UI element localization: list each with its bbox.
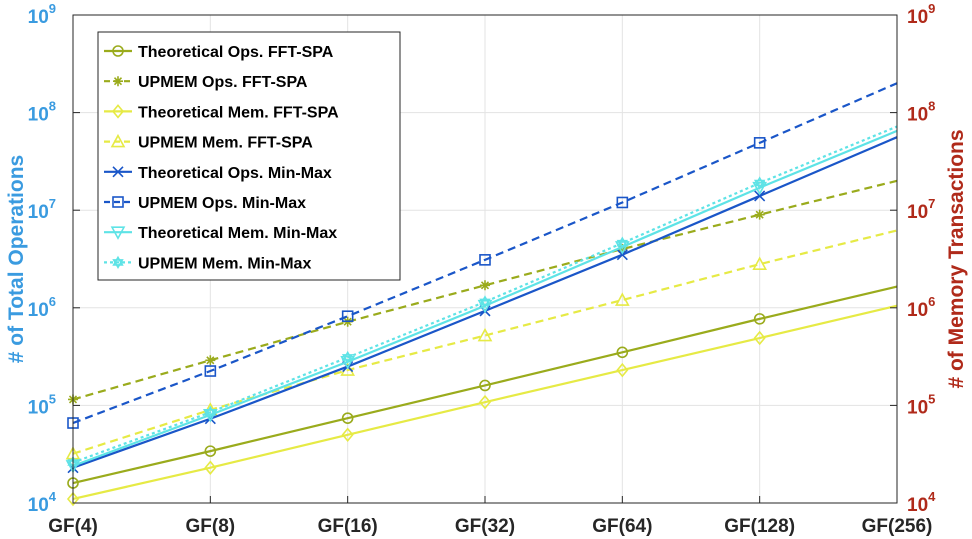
x-tick-label: GF(32) — [455, 516, 515, 537]
data-point-marker — [753, 179, 766, 190]
data-point-marker — [113, 76, 123, 87]
data-point-marker — [341, 412, 354, 424]
y-left-tick-label: 106 — [28, 294, 56, 321]
data-point-marker — [479, 254, 491, 266]
y-left-tick-label: 104 — [28, 489, 57, 516]
data-point-marker — [614, 292, 630, 306]
series-line — [72, 285, 898, 485]
series-theoretical-mem-fft-spa — [66, 304, 898, 507]
data-point-marker — [614, 241, 630, 255]
legend-label: Theoretical Ops. FFT-SPA — [138, 44, 334, 61]
data-point-marker — [204, 365, 217, 377]
y-right-tick-label: 108 — [907, 99, 935, 126]
data-point-marker — [111, 104, 125, 119]
data-point-marker — [112, 255, 124, 266]
axis-ticks: GF(4) GF(8) GF(16) GF(32) GF(64) GF(128) GF(25… — [28, 1, 937, 537]
legend-label: Theoretical Mem. FFT-SPA — [138, 104, 339, 121]
data-point-marker — [341, 350, 354, 361]
data-point-marker — [112, 166, 124, 178]
data-point-marker — [479, 298, 491, 309]
y-left-tick-label: 107 — [28, 196, 56, 223]
series-line — [72, 82, 898, 425]
series-upmem-mem-min-max — [67, 125, 898, 470]
legend-item[interactable]: Theoretical Mem. FFT-SPA — [104, 104, 339, 121]
data-point-marker — [204, 445, 217, 457]
data-point-marker — [110, 133, 126, 148]
data-point-marker — [752, 181, 768, 196]
y-left-tick-label: 105 — [28, 391, 56, 418]
y-right-tick-label: 105 — [907, 391, 935, 418]
data-point-marker — [479, 379, 491, 392]
data-point-marker — [341, 354, 354, 365]
legend-label: UPMEM Ops. FFT-SPA — [138, 74, 308, 91]
data-point-marker — [753, 137, 766, 149]
legend-item[interactable]: UPMEM Mem. Min-Max — [104, 255, 311, 272]
y-axis-left-label: # of Total Operations — [5, 155, 28, 363]
y-axis-right-label: # of Memory Transactions — [945, 129, 968, 388]
legend-item[interactable]: Theoretical Ops. FFT-SPA — [104, 44, 334, 61]
data-point-marker — [616, 249, 628, 261]
data-point-marker — [616, 239, 629, 250]
series-line — [72, 125, 898, 464]
series-upmem-ops-min-max — [67, 82, 898, 429]
y-right-tick-label: 104 — [907, 489, 936, 516]
legend-label: UPMEM Ops. Min-Max — [138, 195, 306, 212]
data-point-marker — [204, 405, 217, 416]
legend-label: Theoretical Mem. Min-Max — [138, 225, 337, 242]
data-point-marker — [110, 226, 126, 240]
data-point-marker — [66, 491, 80, 507]
data-point-marker — [753, 176, 766, 187]
data-point-marker — [204, 408, 217, 419]
y-left-tick-label: 108 — [28, 99, 56, 126]
data-point-marker — [754, 209, 765, 220]
data-point-marker — [616, 196, 629, 209]
legend-item[interactable]: UPMEM Mem. FFT-SPA — [104, 133, 313, 152]
y-right-tick-label: 107 — [907, 196, 935, 223]
data-point-marker — [204, 460, 217, 475]
legend-item[interactable]: Theoretical Mem. Min-Max — [104, 225, 337, 242]
x-tick-label: GF(4) — [48, 516, 98, 537]
x-tick-label: GF(256) — [862, 516, 933, 537]
legend-item[interactable]: UPMEM Ops. Min-Max — [104, 195, 306, 212]
x-tick-label: GF(128) — [724, 516, 795, 537]
data-point-marker — [341, 310, 354, 323]
data-point-marker — [478, 394, 492, 410]
data-point-marker — [754, 190, 766, 202]
data-point-marker — [480, 280, 490, 291]
x-tick-label: GF(64) — [592, 516, 652, 537]
data-point-marker — [753, 313, 766, 325]
x-tick-label: GF(8) — [186, 516, 236, 537]
data-point-marker — [616, 346, 629, 359]
legend-box — [97, 31, 401, 281]
legend-label: Theoretical Ops. Min-Max — [138, 165, 332, 182]
series-line — [72, 304, 898, 501]
y-left-tick-label: 109 — [28, 1, 56, 28]
data-point-marker — [477, 327, 493, 342]
data-point-marker — [479, 295, 491, 306]
data-point-marker — [112, 196, 124, 208]
data-point-marker — [616, 362, 629, 378]
data-point-marker — [205, 355, 216, 366]
data-point-marker — [112, 45, 124, 57]
x-tick-label: GF(16) — [318, 516, 378, 537]
data-point-marker — [341, 427, 354, 443]
data-point-marker — [753, 330, 766, 346]
series-theoretical-ops-fft-spa — [67, 285, 898, 489]
y-right-tick-label: 106 — [907, 294, 935, 321]
legend[interactable]: Theoretical Ops. FFT-SPA UPMEM Ops. FFT-S… — [97, 31, 401, 281]
data-point-marker — [752, 256, 768, 270]
data-point-marker — [616, 236, 629, 247]
legend-item[interactable]: Theoretical Ops. Min-Max — [104, 165, 332, 182]
y-right-tick-label: 109 — [907, 1, 935, 28]
data-point-marker — [112, 259, 124, 269]
legend-item[interactable]: UPMEM Ops. FFT-SPA — [104, 74, 308, 91]
legend-label: UPMEM Mem. FFT-SPA — [138, 135, 313, 152]
legend-label: UPMEM Mem. Min-Max — [138, 255, 311, 272]
data-point-marker — [477, 299, 493, 314]
